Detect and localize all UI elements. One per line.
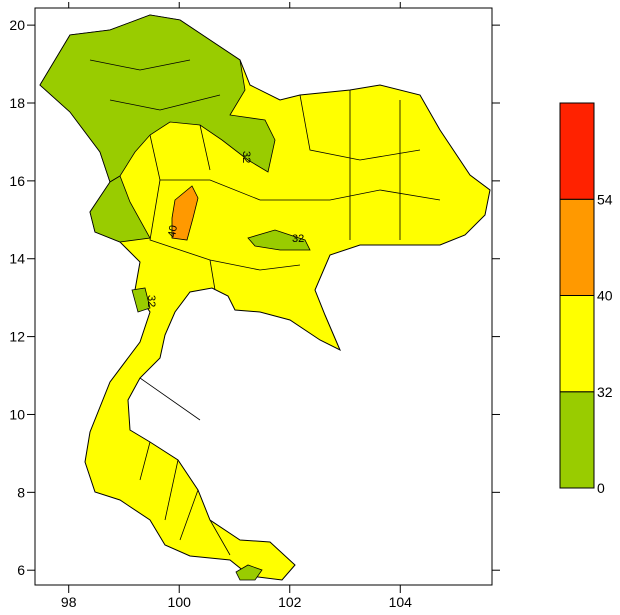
region-orange	[171, 185, 199, 241]
y-tick-label: 12	[9, 329, 25, 345]
colorbar-label: 32	[597, 384, 613, 400]
land-yellow	[39, 14, 491, 581]
colorbar-segment	[559, 295, 595, 393]
region-green-west	[89, 175, 151, 243]
y-tick-label: 18	[9, 95, 25, 111]
colorbar-label: 40	[597, 288, 613, 304]
colorbar-segment	[559, 391, 595, 489]
colorbar-segment	[559, 102, 595, 200]
contour-label: 32	[145, 295, 157, 307]
region-green-east	[247, 229, 311, 251]
y-tick-label: 6	[17, 562, 25, 578]
x-tick-label: 98	[61, 594, 77, 610]
x-tick-label: 102	[278, 594, 302, 610]
region-green-gulf	[131, 287, 151, 313]
y-tick-label: 16	[9, 173, 25, 189]
x-tick-label: 100	[168, 594, 192, 610]
y-tick-label: 14	[9, 251, 25, 267]
map-frame	[34, 7, 493, 586]
y-tick-label: 10	[9, 406, 25, 422]
contour-label: 32	[240, 151, 252, 163]
colorbar-label: 54	[597, 191, 613, 207]
colorbar-label: 0	[597, 480, 605, 496]
region-green-south	[235, 564, 263, 581]
contour-labels: 32 40 32 32	[145, 151, 304, 307]
y-tick-label: 20	[9, 17, 25, 33]
contour-label: 40	[166, 224, 180, 238]
contour-label: 32	[292, 233, 304, 245]
x-tick-label: 104	[389, 594, 413, 610]
province-lines	[89, 59, 441, 556]
map-body	[34, 7, 493, 586]
colorbar-segment	[559, 198, 595, 296]
y-tick-label: 8	[17, 484, 25, 500]
